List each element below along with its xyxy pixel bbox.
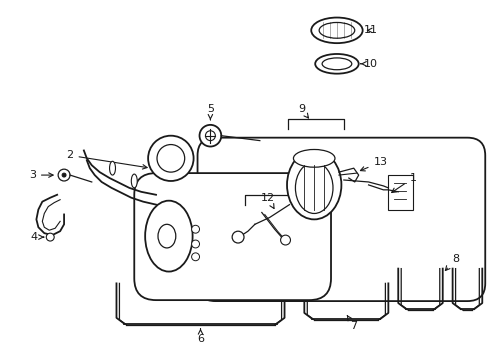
Text: 8: 8	[445, 254, 459, 270]
Ellipse shape	[315, 54, 359, 74]
Bar	[302, 193, 316, 207]
Text: 9: 9	[298, 104, 309, 118]
Text: 13: 13	[361, 157, 388, 171]
Ellipse shape	[158, 224, 176, 248]
Ellipse shape	[148, 136, 194, 181]
Text: 10: 10	[361, 59, 378, 69]
Ellipse shape	[58, 169, 70, 181]
Ellipse shape	[199, 125, 221, 147]
Bar	[389, 175, 413, 210]
Ellipse shape	[62, 173, 66, 177]
Ellipse shape	[311, 18, 363, 43]
Ellipse shape	[192, 253, 199, 261]
Text: 7: 7	[347, 315, 357, 331]
Ellipse shape	[192, 225, 199, 233]
Text: 11: 11	[364, 25, 378, 35]
Text: 12: 12	[261, 193, 275, 208]
Ellipse shape	[46, 233, 54, 241]
Ellipse shape	[192, 240, 199, 248]
Text: 5: 5	[207, 104, 214, 120]
Bar	[283, 178, 296, 192]
Bar	[302, 207, 316, 221]
Ellipse shape	[205, 131, 215, 141]
Ellipse shape	[232, 231, 244, 243]
Ellipse shape	[294, 149, 335, 167]
Ellipse shape	[110, 161, 116, 175]
Ellipse shape	[319, 22, 355, 38]
Text: 6: 6	[197, 329, 204, 345]
Ellipse shape	[322, 58, 352, 70]
Text: 2: 2	[67, 150, 147, 169]
Ellipse shape	[287, 150, 342, 219]
Ellipse shape	[281, 235, 291, 245]
FancyBboxPatch shape	[134, 173, 331, 300]
Text: 3: 3	[29, 170, 53, 180]
Text: 4: 4	[31, 232, 44, 242]
Text: 1: 1	[392, 173, 416, 193]
Ellipse shape	[145, 201, 193, 271]
Ellipse shape	[157, 145, 185, 172]
FancyBboxPatch shape	[197, 138, 485, 301]
Ellipse shape	[295, 162, 333, 213]
Ellipse shape	[131, 174, 137, 188]
